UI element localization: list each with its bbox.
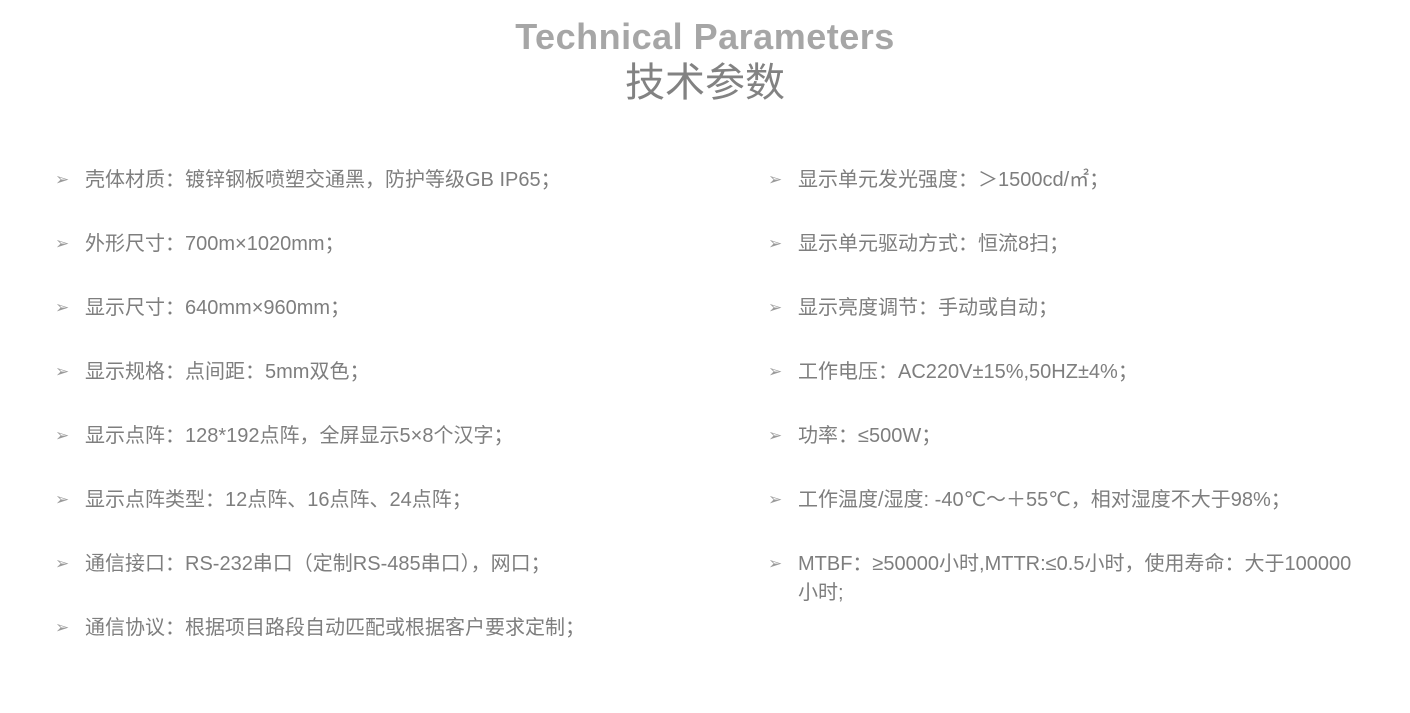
- param-text: 通信协议：根据项目路段自动匹配或根据客户要求定制；: [85, 617, 585, 640]
- param-text: 显示尺寸：640mm×960mm；: [85, 297, 351, 320]
- arrowhead-bullet-icon: ➢: [768, 554, 783, 575]
- param-item-temperature-humidity: ➢ 工作温度/湿度: -40℃～＋55℃，相对湿度不大于98%；: [768, 486, 1368, 515]
- parameters-content: ➢ 壳体材质：镀锌钢板喷塑交通黑，防护等级GB IP65； ➢ 外形尺寸：700…: [0, 166, 1410, 678]
- page-title-chinese: 技术参数: [625, 61, 785, 106]
- arrowhead-bullet-icon: ➢: [55, 298, 70, 319]
- arrowhead-bullet-icon: ➢: [55, 426, 70, 447]
- arrowhead-bullet-icon: ➢: [768, 170, 783, 191]
- arrowhead-bullet-icon: ➢: [55, 490, 70, 511]
- arrowhead-bullet-icon: ➢: [768, 298, 783, 319]
- param-text: 壳体材质：镀锌钢板喷塑交通黑，防护等级GB IP65；: [85, 169, 561, 192]
- param-item-luminous-intensity: ➢ 显示单元发光强度：＞1500cd/㎡；: [768, 166, 1368, 195]
- param-text: 功率：≤500W；: [798, 425, 942, 448]
- param-item-display-size: ➢ 显示尺寸：640mm×960mm；: [55, 294, 720, 323]
- arrowhead-bullet-icon: ➢: [55, 618, 70, 639]
- param-text: 显示单元驱动方式：恒流8扫；: [798, 233, 1070, 256]
- param-item-power: ➢ 功率：≤500W；: [768, 422, 1368, 451]
- param-text: 通信接口：RS-232串口（定制RS-485串口），网口；: [85, 553, 551, 576]
- param-text: 显示点阵：128*192点阵，全屏显示5×8个汉字；: [85, 425, 514, 448]
- title-block: Technical Parameters 技术参数: [0, 0, 1410, 106]
- param-item-operating-voltage: ➢ 工作电压：AC220V±15%,50HZ±4%；: [768, 358, 1368, 387]
- param-item-dot-matrix: ➢ 显示点阵：128*192点阵，全屏显示5×8个汉字；: [55, 422, 720, 451]
- param-text: 工作温度/湿度: -40℃～＋55℃，相对湿度不大于98%；: [798, 489, 1291, 512]
- param-text: 外形尺寸：700m×1020mm；: [85, 233, 345, 256]
- param-item-drive-mode: ➢ 显示单元驱动方式：恒流8扫；: [768, 230, 1368, 259]
- arrowhead-bullet-icon: ➢: [768, 490, 783, 511]
- arrowhead-bullet-icon: ➢: [768, 234, 783, 255]
- parameters-right-column: ➢ 显示单元发光强度：＞1500cd/㎡； ➢ 显示单元驱动方式：恒流8扫； ➢…: [768, 166, 1368, 643]
- page-title-english: Technical Parameters: [515, 16, 895, 57]
- arrowhead-bullet-icon: ➢: [768, 362, 783, 383]
- param-item-mtbf-lifetime: ➢ MTBF：≥50000小时,MTTR:≤0.5小时，使用寿命：大于10000…: [768, 550, 1368, 608]
- param-item-brightness-adjustment: ➢ 显示亮度调节：手动或自动；: [768, 294, 1368, 323]
- param-text: 显示单元发光强度：＞1500cd/㎡；: [798, 169, 1110, 192]
- arrowhead-bullet-icon: ➢: [768, 426, 783, 447]
- param-item-display-spec: ➢ 显示规格：点间距：5mm双色；: [55, 358, 720, 387]
- param-item-dot-matrix-types: ➢ 显示点阵类型：12点阵、16点阵、24点阵；: [55, 486, 720, 515]
- param-text: 显示规格：点间距：5mm双色；: [85, 361, 370, 384]
- param-item-communication-interface: ➢ 通信接口：RS-232串口（定制RS-485串口），网口；: [55, 550, 720, 579]
- parameters-left-column: ➢ 壳体材质：镀锌钢板喷塑交通黑，防护等级GB IP65； ➢ 外形尺寸：700…: [55, 166, 720, 678]
- param-text: MTBF：≥50000小时,MTTR:≤0.5小时，使用寿命：大于100000小…: [798, 553, 1352, 605]
- arrowhead-bullet-icon: ➢: [55, 234, 70, 255]
- param-item-outer-dimensions: ➢ 外形尺寸：700m×1020mm；: [55, 230, 720, 259]
- param-item-communication-protocol: ➢ 通信协议：根据项目路段自动匹配或根据客户要求定制；: [55, 614, 720, 643]
- arrowhead-bullet-icon: ➢: [55, 362, 70, 383]
- param-item-housing-material: ➢ 壳体材质：镀锌钢板喷塑交通黑，防护等级GB IP65；: [55, 166, 720, 195]
- arrowhead-bullet-icon: ➢: [55, 554, 70, 575]
- param-text: 工作电压：AC220V±15%,50HZ±4%；: [798, 361, 1138, 384]
- param-text: 显示亮度调节：手动或自动；: [798, 297, 1058, 320]
- arrowhead-bullet-icon: ➢: [55, 170, 70, 191]
- param-text: 显示点阵类型：12点阵、16点阵、24点阵；: [85, 489, 472, 512]
